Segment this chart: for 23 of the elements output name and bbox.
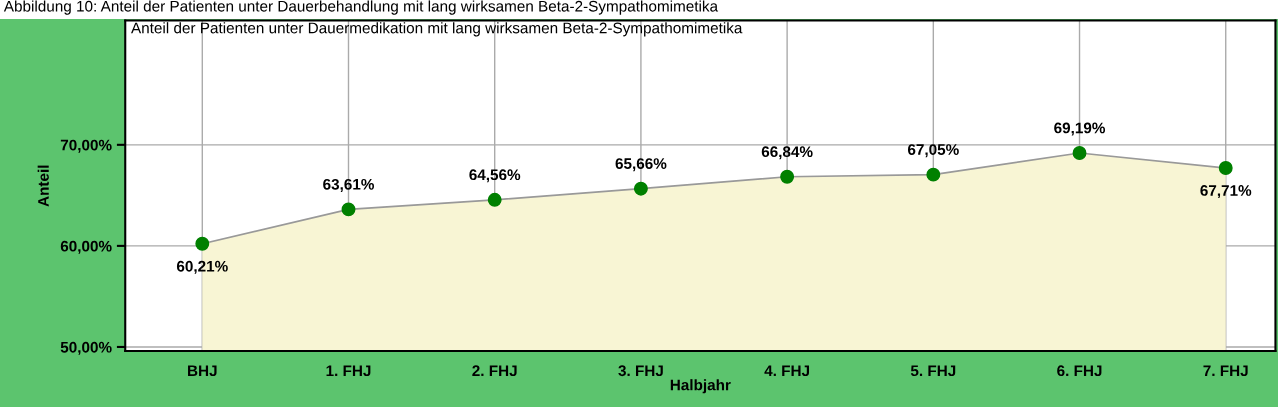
chart-title: Anteil der Patienten unter Dauermedikation mit lang wirksamen Beta-2-Sympathomimetika <box>131 22 743 37</box>
x-tick-label: 2. FHJ <box>472 365 517 377</box>
x-tick-label: 4. FHJ <box>764 365 809 377</box>
y-tick-label: 50,00% <box>60 341 112 355</box>
data-label: 67,71% <box>1200 185 1252 199</box>
x-axis-title: Halbjahr <box>670 379 731 394</box>
y-axis-title: Anteil <box>37 165 49 207</box>
data-label: 66,84% <box>761 146 813 160</box>
data-label: 69,19% <box>1054 122 1106 136</box>
data-label: 67,05% <box>907 144 959 158</box>
y-tick-label: 60,00% <box>60 240 112 254</box>
x-tick-label: 5. FHJ <box>910 365 956 377</box>
x-tick-label: 1. FHJ <box>326 365 371 377</box>
data-label: 64,56% <box>469 169 521 183</box>
text: Abbildung 10: Anteil der Patienten unter Dauerbehandlung mit lang wirksamen Beta-2-Sympathomimetika <box>3 0 719 15</box>
data-label: 65,66% <box>615 158 667 172</box>
x-tick-label: 7. FHJ <box>1203 365 1248 377</box>
data-label: 60,21% <box>176 260 228 274</box>
x-tick-label: BHJ <box>188 365 217 377</box>
x-tick-label: 6. FHJ <box>1057 365 1102 377</box>
y-tick-label: 70,00% <box>60 139 112 153</box>
x-tick-label: 3. FHJ <box>618 365 663 377</box>
data-label: 63,61% <box>323 178 375 192</box>
